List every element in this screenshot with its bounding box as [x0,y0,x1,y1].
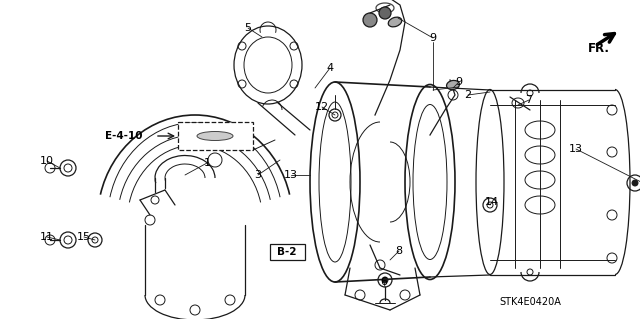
Text: 7: 7 [525,95,532,105]
Text: 14: 14 [485,197,499,207]
FancyBboxPatch shape [178,122,253,150]
Ellipse shape [197,131,233,140]
Circle shape [363,13,377,27]
Text: 11: 11 [40,232,54,242]
Text: STK4E0420A: STK4E0420A [499,297,561,307]
Text: 13: 13 [569,144,583,154]
Circle shape [632,180,638,186]
Text: 15: 15 [77,232,91,242]
Text: 9: 9 [456,77,463,87]
Text: 3: 3 [255,170,262,180]
Text: 8: 8 [396,246,403,256]
Text: 2: 2 [465,90,472,100]
Text: 13: 13 [284,170,298,180]
Text: FR.: FR. [588,41,610,55]
Text: 12: 12 [315,102,329,112]
Text: 5: 5 [244,23,252,33]
Ellipse shape [388,17,402,27]
Text: E-4-10: E-4-10 [105,131,143,141]
Text: 9: 9 [429,33,436,43]
Text: B-2: B-2 [277,247,297,257]
Circle shape [379,7,391,19]
Text: 6: 6 [381,277,387,287]
Ellipse shape [447,80,460,90]
Text: 10: 10 [40,156,54,166]
Circle shape [382,277,388,283]
Text: 1: 1 [204,158,211,168]
Text: 4: 4 [326,63,333,73]
FancyBboxPatch shape [270,244,305,260]
